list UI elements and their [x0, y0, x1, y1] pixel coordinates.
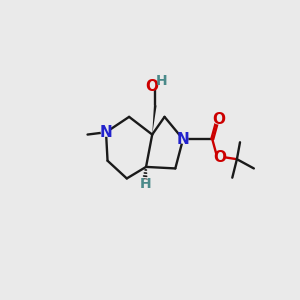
Text: H: H [140, 177, 151, 191]
Ellipse shape [100, 128, 111, 137]
Ellipse shape [141, 179, 150, 188]
Ellipse shape [178, 135, 188, 144]
Text: O: O [146, 79, 159, 94]
Polygon shape [152, 105, 157, 135]
Ellipse shape [147, 81, 158, 91]
Text: O: O [212, 112, 225, 128]
Ellipse shape [214, 153, 225, 162]
Text: N: N [100, 125, 112, 140]
Text: O: O [214, 150, 226, 165]
Text: N: N [177, 132, 189, 147]
Ellipse shape [213, 115, 224, 124]
Text: H: H [156, 74, 167, 88]
